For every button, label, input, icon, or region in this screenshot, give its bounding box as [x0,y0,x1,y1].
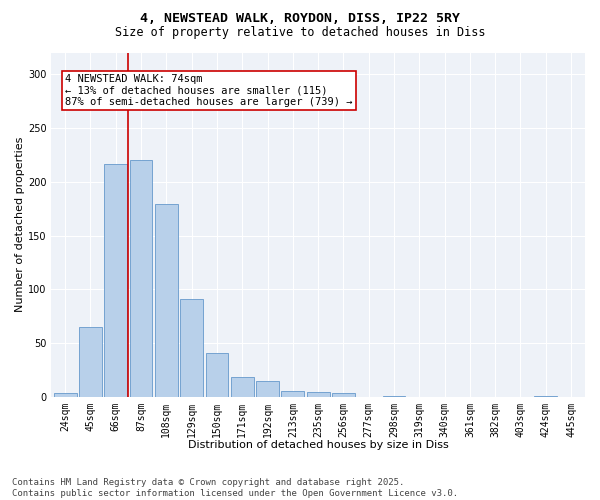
Bar [231,376,254,397]
Text: Size of property relative to detached houses in Diss: Size of property relative to detached ho… [115,26,485,39]
Text: 4 NEWSTEAD WALK: 74sqm
← 13% of detached houses are smaller (115)
87% of semi-de: 4 NEWSTEAD WALK: 74sqm ← 13% of detached… [65,74,353,107]
Bar [54,393,77,397]
Bar [383,396,406,397]
Bar [206,353,229,397]
Bar [130,160,152,397]
Bar [104,164,127,397]
Bar [79,327,102,397]
Bar [180,299,203,397]
Bar [332,393,355,397]
Text: Contains HM Land Registry data © Crown copyright and database right 2025.
Contai: Contains HM Land Registry data © Crown c… [12,478,458,498]
Bar [281,390,304,397]
X-axis label: Distribution of detached houses by size in Diss: Distribution of detached houses by size … [188,440,449,450]
Text: 4, NEWSTEAD WALK, ROYDON, DISS, IP22 5RY: 4, NEWSTEAD WALK, ROYDON, DISS, IP22 5RY [140,12,460,26]
Bar [535,396,557,397]
Bar [256,381,279,397]
Bar [155,204,178,397]
Bar [307,392,329,397]
Y-axis label: Number of detached properties: Number of detached properties [15,137,25,312]
